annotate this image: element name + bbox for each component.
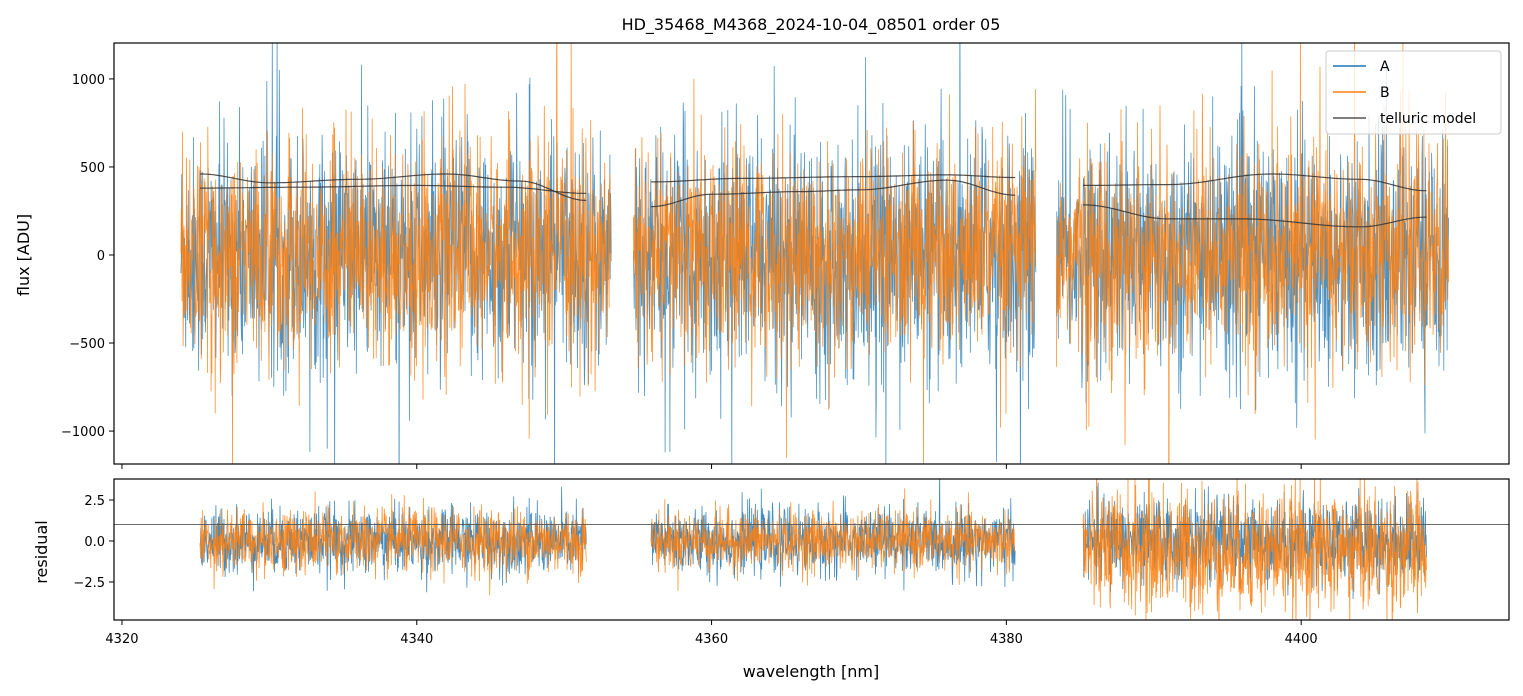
residual-series-b-segment-1: [199, 491, 587, 596]
legend-label-b: B: [1380, 85, 1390, 101]
legend-label-a: A: [1380, 59, 1390, 75]
residual-series-b-segment-2: [650, 488, 1016, 591]
flux-y-tick-label: 500: [80, 161, 105, 176]
x-axis-label: wavelength [nm]: [743, 662, 880, 681]
telluric-model-curve-6: [1082, 204, 1427, 228]
flux-series-b-segment-1: [180, 43, 612, 464]
flux-series-b-segment-2: [633, 78, 1037, 464]
x-tick-label: 4400: [1285, 632, 1318, 647]
telluric-model-curve-1: [200, 173, 587, 201]
residual-y-tick-label: 0.0: [84, 535, 105, 550]
flux-y-tick-label: 0: [97, 249, 105, 264]
flux-y-tick-label: −1000: [61, 425, 105, 440]
legend-label-telluric: telluric model: [1380, 111, 1476, 127]
flux-y-tick-label: −500: [69, 337, 105, 352]
residual-y-tick-label: 2.5: [84, 494, 105, 509]
legend: A B telluric model: [1325, 50, 1502, 135]
flux-series-b-segment-3: [1056, 43, 1449, 464]
flux-y-tick-label: 1000: [72, 73, 105, 88]
telluric-model-curve-5: [1083, 173, 1427, 192]
flux-ylabel: flux [ADU]: [14, 214, 33, 296]
x-tick-label: 4380: [990, 632, 1023, 647]
residual-series-b-segment-3: [1082, 479, 1427, 620]
telluric-model-curve-2: [200, 184, 587, 194]
telluric-model-curve-3: [651, 174, 1016, 183]
x-tick-label: 4360: [695, 632, 728, 647]
residual-ylabel: residual: [32, 520, 51, 583]
x-tick-label: 4340: [400, 632, 433, 647]
residual-axes-frame: [113, 478, 1510, 621]
x-tick-label: 4320: [105, 632, 138, 647]
flux-axes-frame: [113, 42, 1510, 465]
residual-y-tick-label: −2.5: [73, 576, 105, 591]
chart-title: HD_35468_M4368_2024-10-04_08501 order 05: [622, 15, 1001, 35]
telluric-model-curve-4: [651, 179, 1016, 208]
